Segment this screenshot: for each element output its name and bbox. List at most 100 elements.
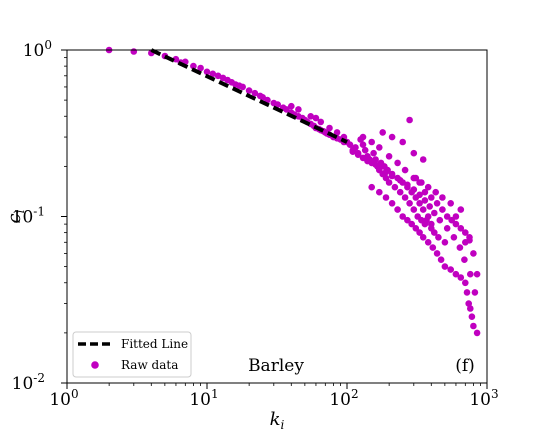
data-point [382,168,390,176]
data-point [274,101,282,108]
data-point [333,129,341,136]
panel-label: (f) [455,356,475,376]
data-point [452,220,460,228]
data-point [473,329,481,337]
data-point [473,270,481,278]
data-point [443,213,451,220]
data-point [346,141,354,148]
data-point [349,148,357,155]
data-point [421,188,429,196]
data-point [433,250,441,257]
data-point [209,70,217,78]
data-point [399,138,407,146]
data-point [452,270,460,278]
data-point [424,183,432,191]
data-point [421,197,429,204]
fitted-line [150,48,348,144]
data-point [419,234,427,241]
data-point [372,156,379,163]
data-point [394,159,401,167]
data-point [317,118,325,126]
data-point [404,181,411,189]
data-point [457,274,465,281]
data-point [416,200,423,207]
data-point [408,220,416,228]
data-point [359,141,367,148]
data-point [379,129,387,136]
data-point [401,194,409,201]
data-point [450,234,458,241]
data-point [462,279,469,287]
fit-layer [150,48,348,144]
data-point [359,133,367,141]
data-point [406,116,413,124]
data-point [401,166,409,174]
data-point [443,225,451,232]
labels-layer: ki ci Barley (f) [4,209,475,432]
data-point [412,174,420,182]
data-point [467,305,474,312]
data-point [447,200,455,207]
data-point [470,250,477,257]
data-point [385,179,393,186]
data-point [439,206,446,213]
data-point [433,200,441,207]
data-point [361,146,369,154]
x-tick-label: 100 [49,387,78,410]
data-point [385,153,393,160]
data-point [382,194,390,201]
data-point [468,313,476,321]
x-tick-label: 101 [189,387,218,410]
data-point [312,114,320,122]
x-tick-label: 103 [469,387,498,410]
data-point [410,149,418,157]
data-point [307,113,315,120]
data-point [283,106,290,113]
y-tick-label: 100 [23,38,52,61]
data-point [388,133,396,141]
data-point [471,289,479,296]
data-point [416,191,423,199]
data-point [172,55,180,63]
data-point [441,239,449,246]
data-point [368,138,376,146]
data-point [376,188,383,196]
data-point [399,213,407,220]
data-point [251,89,259,97]
data-point [419,156,427,163]
data-point [396,188,404,196]
points-layer [105,46,481,337]
data-point [467,270,474,278]
data-point [412,225,420,232]
data-point [394,206,401,213]
data-point [239,83,246,91]
data-point [457,206,465,213]
y-axis-label: ci [4,209,27,223]
data-point [370,149,377,157]
network-name-label: Barley [248,356,304,376]
data-point [428,220,435,228]
data-point [423,216,430,224]
data-point [197,64,204,72]
data-point [396,177,404,184]
data-point [439,194,446,201]
data-point [419,206,427,213]
data-point [456,244,464,251]
data-point [388,200,396,207]
data-point [388,172,396,180]
data-point [288,102,295,110]
legend-raw-data-swatch [91,361,99,369]
data-point [457,225,465,232]
data-point [368,183,376,191]
data-point [428,194,435,201]
data-point [326,124,333,132]
data-point [436,216,444,224]
data-point [426,203,434,210]
data-point [461,256,468,264]
data-point [190,62,197,70]
data-point [295,106,302,113]
data-point [441,263,449,270]
data-point [435,234,442,241]
data-point [410,186,418,193]
